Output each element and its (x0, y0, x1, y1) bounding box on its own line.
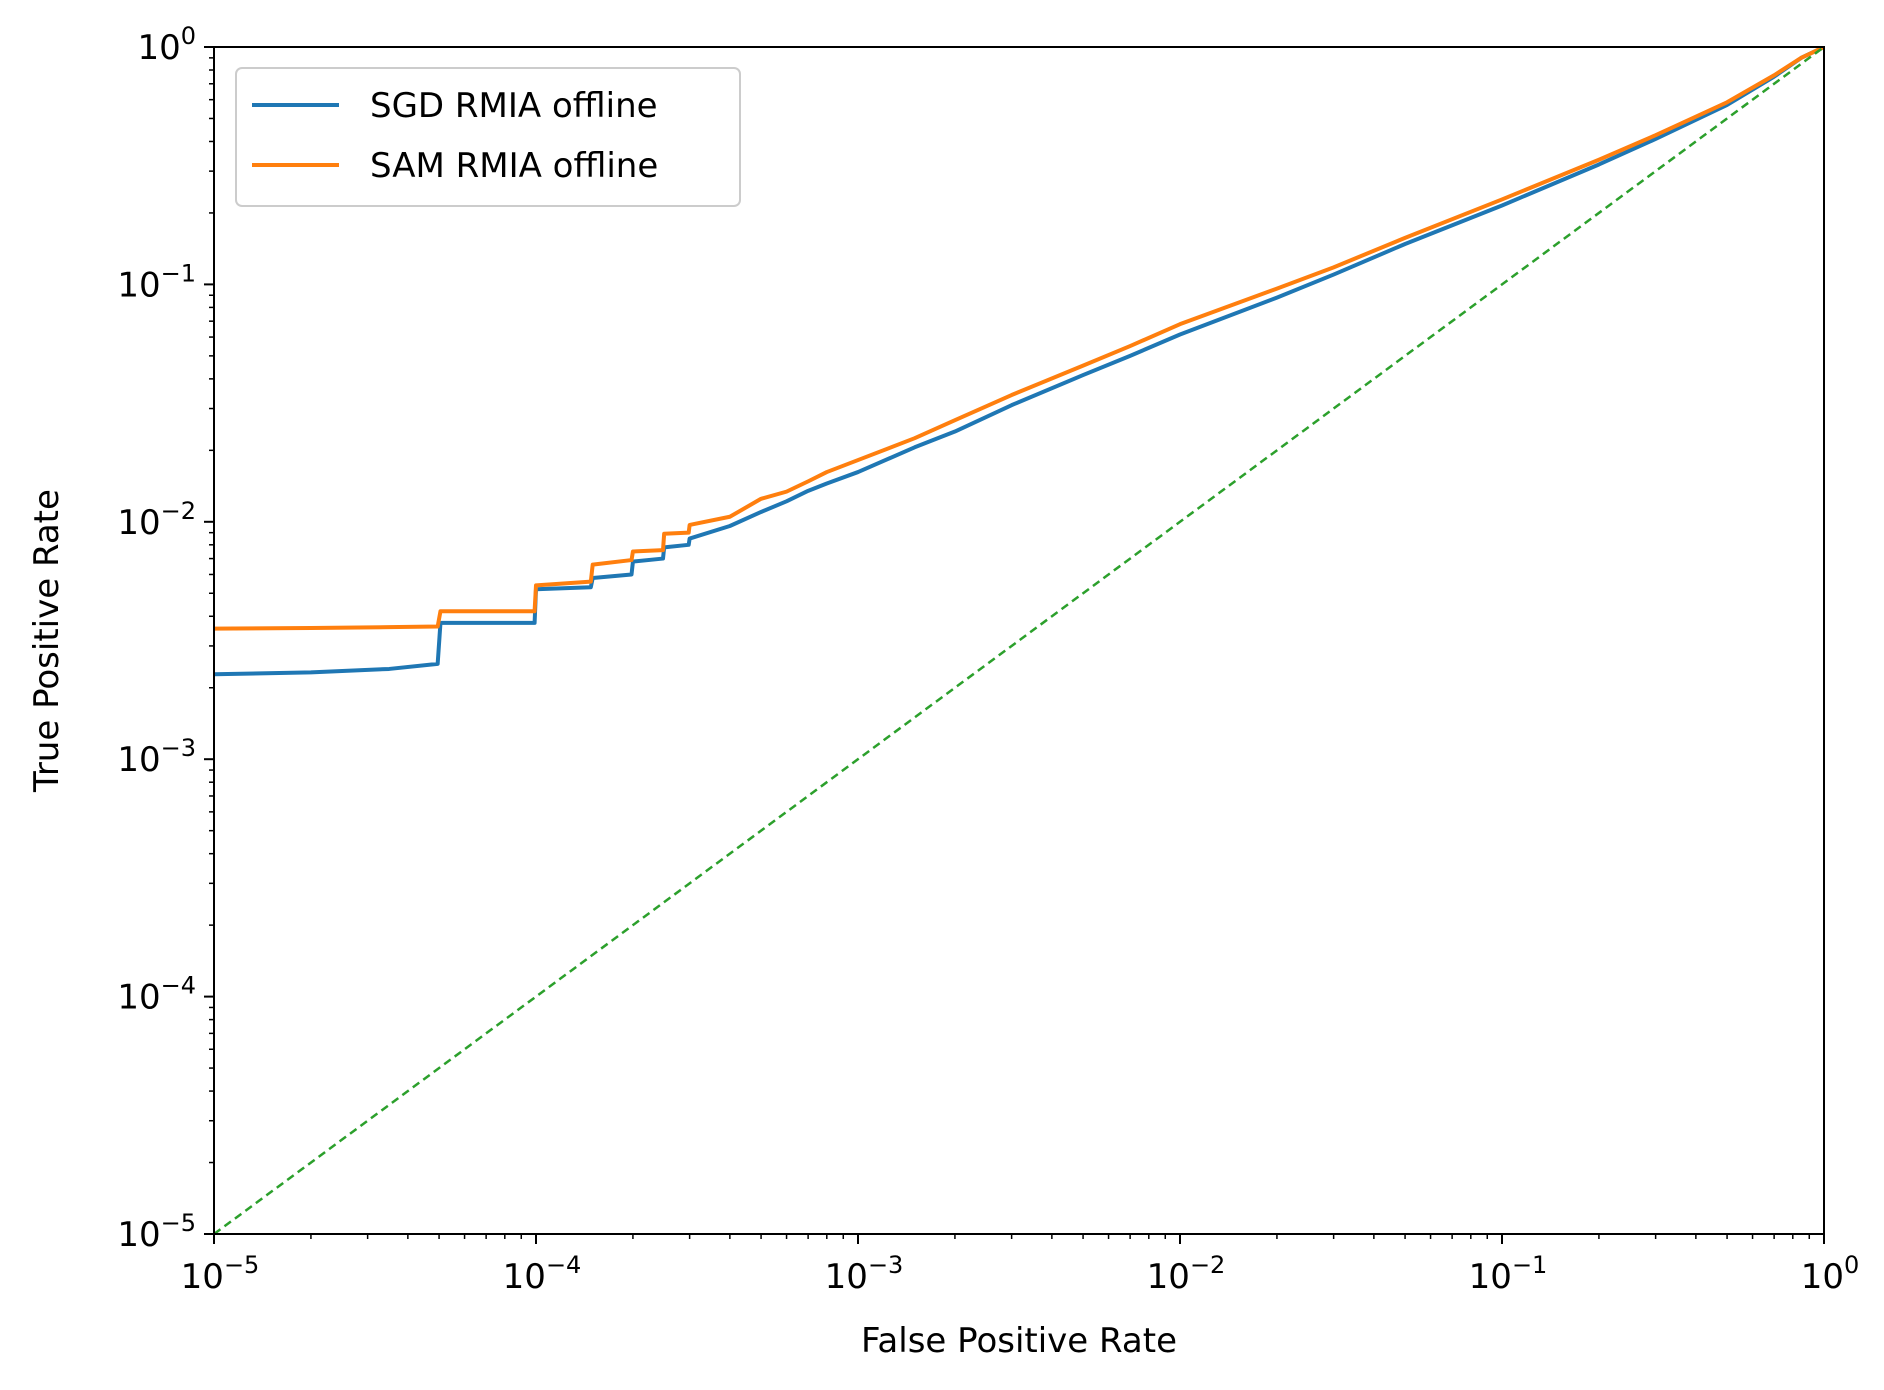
y-axis-label: True Positive Rate (27, 489, 67, 793)
x-axis-label: False Positive Rate (861, 1321, 1177, 1361)
y-tick-label: 10−5 (117, 1209, 196, 1255)
x-tick-label: 10−2 (1147, 1251, 1226, 1297)
axes-frame (213, 46, 1825, 1235)
y-tick-label: 10−2 (117, 497, 196, 543)
y-tick-label: 10−1 (117, 259, 196, 305)
legend: SGD RMIA offline SAM RMIA offline (235, 67, 741, 207)
x-tick-label: 10−4 (503, 1251, 582, 1297)
legend-label-sam: SAM RMIA offline (370, 146, 658, 186)
y-tick-label: 10−3 (117, 734, 196, 780)
legend-box (235, 67, 741, 207)
plot-area (213, 46, 1825, 1235)
x-axis: 10−5 10−4 10−3 10−2 10−1 100 (181, 1234, 1860, 1297)
diagonal-reference-line (214, 47, 1824, 1234)
series-layer (214, 47, 1824, 1234)
y-tick-label: 10−4 (117, 972, 196, 1018)
x-tick-label: 10−3 (825, 1251, 904, 1297)
y-tick-label: 100 (137, 22, 196, 68)
legend-label-sgd: SGD RMIA offline (370, 86, 658, 126)
series-line-1 (214, 47, 1824, 631)
y-axis: 10−5 10−4 10−3 10−2 10−1 100 (117, 22, 214, 1255)
x-tick-label: 100 (1801, 1251, 1860, 1297)
x-tick-label: 10−1 (1469, 1251, 1548, 1297)
x-tick-label: 10−5 (181, 1251, 260, 1297)
